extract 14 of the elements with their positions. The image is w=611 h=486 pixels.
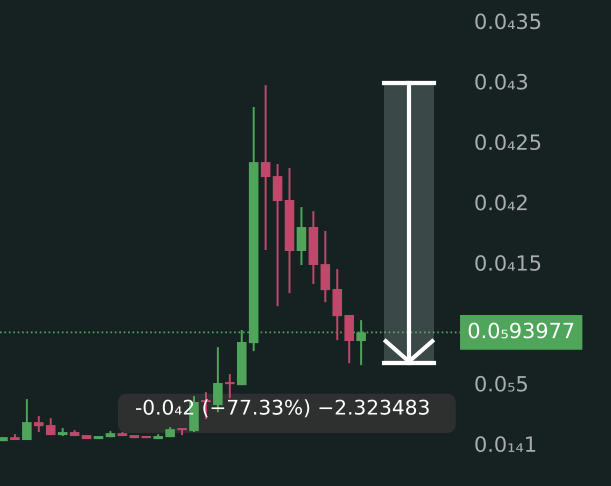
text: 0.0₄3 [475,74,528,90]
candlestick [296,206,306,266]
text: 0.0₅5 [475,376,527,392]
ref-line-label: 0.0₅93977 [468,322,574,338]
candlestick [34,415,44,434]
text: 0.0₄2 [475,194,527,210]
candlestick [46,417,56,436]
text: 0.0₁₄1 [475,436,536,452]
candlestick [225,373,235,400]
text: 0.0₄25 [475,134,540,150]
text: 0.0₄15 [475,255,540,271]
candlestick [22,398,32,442]
text: 0.0₄35 [475,13,540,30]
candlestick [260,84,270,252]
